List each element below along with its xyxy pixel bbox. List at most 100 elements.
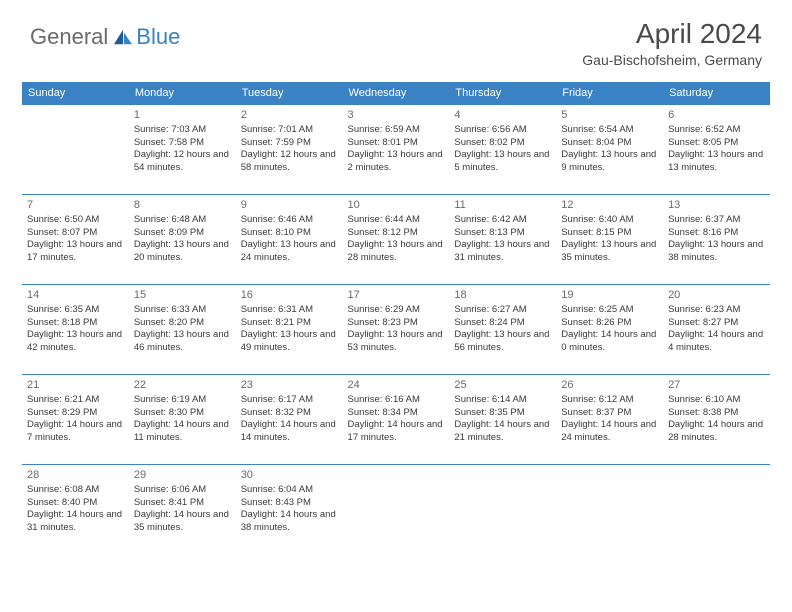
sunrise-line: Sunrise: 6:33 AM [134, 304, 231, 317]
sunset-line: Sunset: 8:04 PM [561, 137, 658, 150]
daylight-line: Daylight: 14 hours and 21 minutes. [454, 419, 551, 445]
day-cell: 18Sunrise: 6:27 AMSunset: 8:24 PMDayligh… [449, 285, 556, 375]
day-cell: 2Sunrise: 7:01 AMSunset: 7:59 PMDaylight… [236, 105, 343, 195]
sunset-line: Sunset: 8:32 PM [241, 407, 338, 420]
day-cell: 7Sunrise: 6:50 AMSunset: 8:07 PMDaylight… [22, 195, 129, 285]
day-info: Sunrise: 6:12 AMSunset: 8:37 PMDaylight:… [561, 394, 658, 445]
sunrise-line: Sunrise: 6:35 AM [27, 304, 124, 317]
location-label: Gau-Bischofsheim, Germany [582, 52, 762, 68]
day-info: Sunrise: 6:27 AMSunset: 8:24 PMDaylight:… [454, 304, 551, 355]
day-cell: 28Sunrise: 6:08 AMSunset: 8:40 PMDayligh… [22, 465, 129, 555]
day-number: 9 [241, 198, 338, 213]
sunrise-line: Sunrise: 6:44 AM [348, 214, 445, 227]
sunrise-line: Sunrise: 6:31 AM [241, 304, 338, 317]
daylight-line: Daylight: 14 hours and 0 minutes. [561, 329, 658, 355]
calendar-body: 1Sunrise: 7:03 AMSunset: 7:58 PMDaylight… [22, 105, 770, 555]
day-info: Sunrise: 6:14 AMSunset: 8:35 PMDaylight:… [454, 394, 551, 445]
logo-text-general: General [30, 24, 108, 50]
day-cell: 3Sunrise: 6:59 AMSunset: 8:01 PMDaylight… [343, 105, 450, 195]
day-number: 10 [348, 198, 445, 213]
day-number: 22 [134, 378, 231, 393]
week-row: 14Sunrise: 6:35 AMSunset: 8:18 PMDayligh… [22, 285, 770, 375]
day-cell: 1Sunrise: 7:03 AMSunset: 7:58 PMDaylight… [129, 105, 236, 195]
day-cell: 17Sunrise: 6:29 AMSunset: 8:23 PMDayligh… [343, 285, 450, 375]
day-number: 28 [27, 468, 124, 483]
sunset-line: Sunset: 8:09 PM [134, 227, 231, 240]
sunrise-line: Sunrise: 6:08 AM [27, 484, 124, 497]
sunrise-line: Sunrise: 6:46 AM [241, 214, 338, 227]
day-cell: 29Sunrise: 6:06 AMSunset: 8:41 PMDayligh… [129, 465, 236, 555]
sunrise-line: Sunrise: 6:37 AM [668, 214, 765, 227]
sunrise-line: Sunrise: 6:16 AM [348, 394, 445, 407]
daylight-line: Daylight: 13 hours and 49 minutes. [241, 329, 338, 355]
sunrise-line: Sunrise: 6:19 AM [134, 394, 231, 407]
day-header: Sunday [22, 82, 129, 105]
month-title: April 2024 [582, 18, 762, 50]
day-header: Wednesday [343, 82, 450, 105]
day-info: Sunrise: 6:33 AMSunset: 8:20 PMDaylight:… [134, 304, 231, 355]
day-cell: 16Sunrise: 6:31 AMSunset: 8:21 PMDayligh… [236, 285, 343, 375]
day-info: Sunrise: 6:23 AMSunset: 8:27 PMDaylight:… [668, 304, 765, 355]
sunset-line: Sunset: 8:13 PM [454, 227, 551, 240]
day-header: Monday [129, 82, 236, 105]
daylight-line: Daylight: 12 hours and 58 minutes. [241, 149, 338, 175]
sunrise-line: Sunrise: 7:03 AM [134, 124, 231, 137]
day-info: Sunrise: 6:21 AMSunset: 8:29 PMDaylight:… [27, 394, 124, 445]
day-info: Sunrise: 6:25 AMSunset: 8:26 PMDaylight:… [561, 304, 658, 355]
sunset-line: Sunset: 8:35 PM [454, 407, 551, 420]
day-info: Sunrise: 6:16 AMSunset: 8:34 PMDaylight:… [348, 394, 445, 445]
logo: General Blue [30, 24, 180, 50]
day-number: 6 [668, 108, 765, 123]
week-row: 7Sunrise: 6:50 AMSunset: 8:07 PMDaylight… [22, 195, 770, 285]
day-cell [663, 465, 770, 555]
day-number: 11 [454, 198, 551, 213]
day-info: Sunrise: 6:08 AMSunset: 8:40 PMDaylight:… [27, 484, 124, 535]
day-info: Sunrise: 6:54 AMSunset: 8:04 PMDaylight:… [561, 124, 658, 175]
day-info: Sunrise: 7:03 AMSunset: 7:58 PMDaylight:… [134, 124, 231, 175]
sunset-line: Sunset: 8:24 PM [454, 317, 551, 330]
daylight-line: Daylight: 13 hours and 42 minutes. [27, 329, 124, 355]
day-cell: 13Sunrise: 6:37 AMSunset: 8:16 PMDayligh… [663, 195, 770, 285]
day-number: 26 [561, 378, 658, 393]
day-cell: 27Sunrise: 6:10 AMSunset: 8:38 PMDayligh… [663, 375, 770, 465]
day-cell [449, 465, 556, 555]
sunset-line: Sunset: 8:15 PM [561, 227, 658, 240]
day-info: Sunrise: 6:35 AMSunset: 8:18 PMDaylight:… [27, 304, 124, 355]
sunrise-line: Sunrise: 6:29 AM [348, 304, 445, 317]
sunrise-line: Sunrise: 6:12 AM [561, 394, 658, 407]
day-info: Sunrise: 6:10 AMSunset: 8:38 PMDaylight:… [668, 394, 765, 445]
daylight-line: Daylight: 13 hours and 28 minutes. [348, 239, 445, 265]
day-number: 27 [668, 378, 765, 393]
day-cell: 23Sunrise: 6:17 AMSunset: 8:32 PMDayligh… [236, 375, 343, 465]
sunset-line: Sunset: 8:21 PM [241, 317, 338, 330]
day-number: 18 [454, 288, 551, 303]
sunset-line: Sunset: 8:27 PM [668, 317, 765, 330]
sunset-line: Sunset: 8:01 PM [348, 137, 445, 150]
sunrise-line: Sunrise: 6:40 AM [561, 214, 658, 227]
day-cell: 6Sunrise: 6:52 AMSunset: 8:05 PMDaylight… [663, 105, 770, 195]
sunset-line: Sunset: 8:38 PM [668, 407, 765, 420]
sunrise-line: Sunrise: 6:04 AM [241, 484, 338, 497]
sunrise-line: Sunrise: 6:14 AM [454, 394, 551, 407]
day-cell: 25Sunrise: 6:14 AMSunset: 8:35 PMDayligh… [449, 375, 556, 465]
day-cell: 19Sunrise: 6:25 AMSunset: 8:26 PMDayligh… [556, 285, 663, 375]
sunrise-line: Sunrise: 6:10 AM [668, 394, 765, 407]
day-number: 24 [348, 378, 445, 393]
day-number: 15 [134, 288, 231, 303]
day-cell [343, 465, 450, 555]
daylight-line: Daylight: 13 hours and 13 minutes. [668, 149, 765, 175]
sunrise-line: Sunrise: 6:56 AM [454, 124, 551, 137]
day-info: Sunrise: 6:31 AMSunset: 8:21 PMDaylight:… [241, 304, 338, 355]
daylight-line: Daylight: 14 hours and 24 minutes. [561, 419, 658, 445]
day-info: Sunrise: 6:52 AMSunset: 8:05 PMDaylight:… [668, 124, 765, 175]
sunrise-line: Sunrise: 6:42 AM [454, 214, 551, 227]
day-number: 16 [241, 288, 338, 303]
sunset-line: Sunset: 8:02 PM [454, 137, 551, 150]
day-number: 1 [134, 108, 231, 123]
day-info: Sunrise: 6:19 AMSunset: 8:30 PMDaylight:… [134, 394, 231, 445]
day-cell [22, 105, 129, 195]
day-cell: 22Sunrise: 6:19 AMSunset: 8:30 PMDayligh… [129, 375, 236, 465]
sunrise-line: Sunrise: 6:52 AM [668, 124, 765, 137]
day-cell: 4Sunrise: 6:56 AMSunset: 8:02 PMDaylight… [449, 105, 556, 195]
daylight-line: Daylight: 14 hours and 38 minutes. [241, 509, 338, 535]
